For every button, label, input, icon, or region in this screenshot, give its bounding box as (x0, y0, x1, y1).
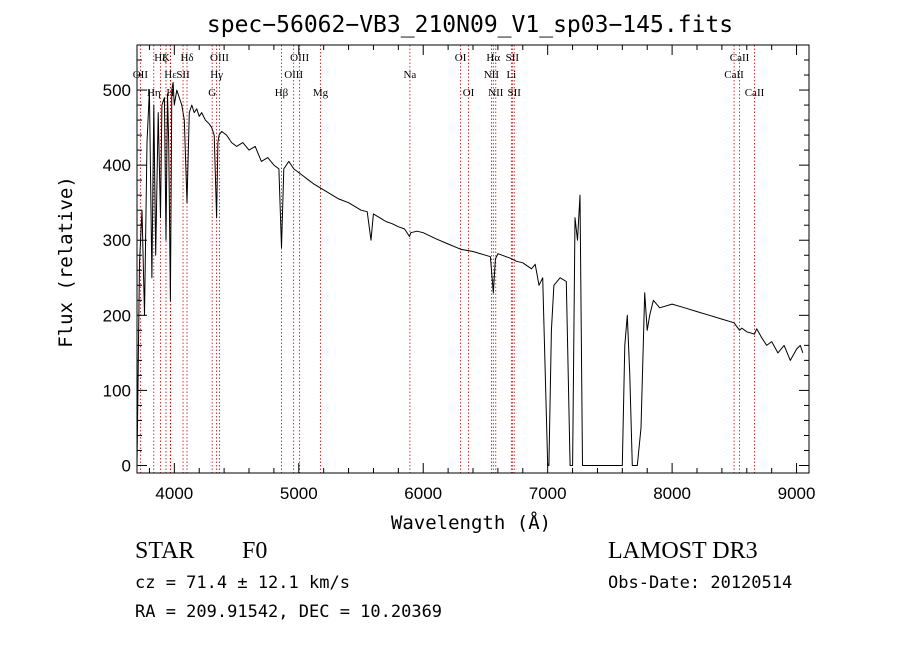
x-tick-label-5: 9000 (778, 484, 816, 503)
line-label-8: OIII (210, 52, 229, 64)
x-tick-label-0: 4000 (155, 484, 193, 503)
y-tick-label-5: 500 (103, 81, 131, 100)
redshift-velocity: cz = 71.4 ± 12.1 km/s (135, 573, 350, 593)
survey-name: LAMOST DR3 (608, 538, 758, 564)
y-tick-label-4: 400 (103, 156, 131, 175)
line-label-5: H (166, 87, 174, 99)
line-label-13: OIII (284, 69, 303, 81)
line-label-16: OI (455, 52, 467, 64)
y-axis-label: Flux (relative) (55, 176, 77, 348)
line-label-3: Hε (164, 69, 177, 81)
spectrum-series-0 (136, 82, 804, 466)
spectrum-data (136, 82, 804, 466)
line-label-24: CaII (730, 52, 750, 64)
line-label-15: Na (403, 69, 416, 81)
x-tick-label-3: 7000 (529, 484, 567, 503)
y-tick-label-3: 300 (103, 231, 131, 250)
y-tick-label-2: 200 (103, 306, 131, 325)
x-axis-label: Wavelength (Å) (391, 511, 551, 534)
line-label-0: Hζ (154, 52, 167, 64)
x-tick-label-2: 6000 (404, 484, 442, 503)
line-label-11: Hβ (275, 87, 289, 99)
line-label-6: Hδ (180, 52, 193, 64)
line-label-9: Hγ (210, 69, 223, 81)
object-class: STAR (135, 538, 195, 564)
y-tick-label-1: 100 (103, 381, 131, 400)
line-label-20: NII (484, 69, 500, 81)
plot-frame (136, 44, 810, 474)
observation-date: Obs-Date: 20120514 (608, 573, 793, 593)
line-label-22: NII (488, 87, 504, 99)
line-label-18: Hα (486, 52, 500, 64)
line-label-4: K (162, 52, 170, 64)
object-subclass: F0 (242, 538, 268, 564)
x-tick-label-1: 5000 (280, 484, 318, 503)
coordinates: RA = 209.91542, DEC = 10.20369 (135, 602, 443, 622)
line-label-26: CaII (745, 87, 765, 99)
line-label-12: OIII (290, 52, 309, 64)
line-label-2: Hη (147, 87, 161, 99)
y-tick-label-0: 0 (122, 456, 131, 475)
line-label-21: Li (506, 69, 516, 81)
x-tick-label-4: 8000 (653, 484, 691, 503)
line-label-25: CaII (724, 69, 744, 81)
emission-line-markers (139, 45, 755, 473)
line-label-7: SII (176, 69, 190, 81)
line-label-19: SII (506, 52, 520, 64)
line-label-14: Mg (313, 87, 329, 99)
line-label-23: SII (507, 87, 521, 99)
line-label-17: OI (463, 87, 475, 99)
chart-title: spec−56062−VB3_210N09_V1_sp03−145.fits (207, 12, 733, 38)
axes: 4000 5000 6000 7000 8000 9000 0 100 200 300 400 500 (103, 45, 816, 503)
line-label-10: G (208, 87, 216, 99)
